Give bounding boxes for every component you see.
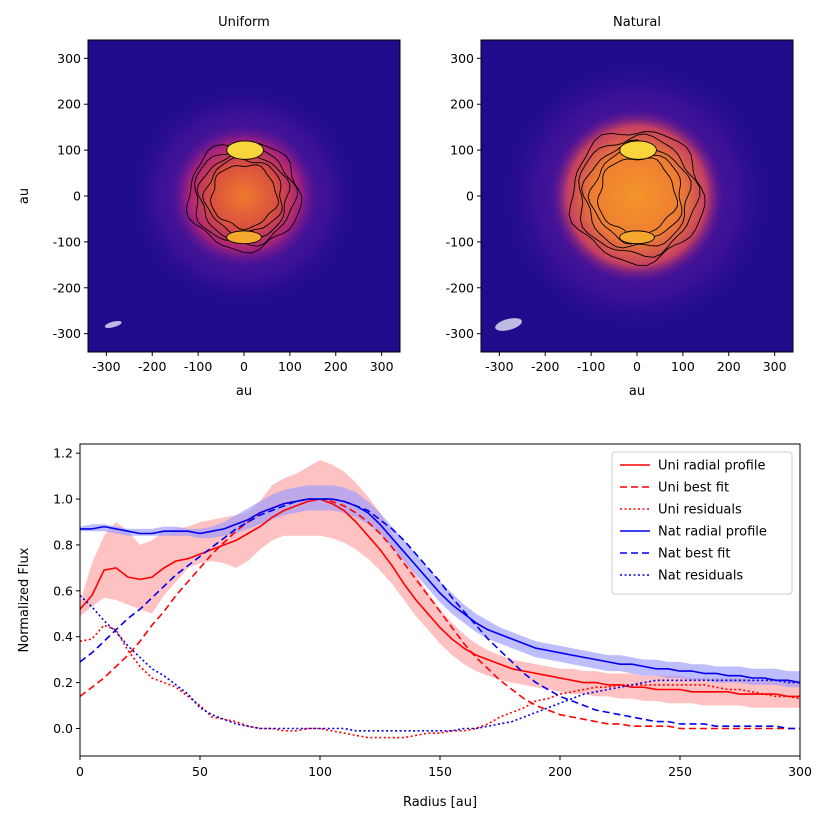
y-tick-label: -300 [446,326,474,341]
contour-line [185,142,303,254]
panel-natural: -300 -200 -100 0 100 200 300 300 200 100 0 -100 -200… [446,15,794,399]
x-tick-label: -300 [485,359,513,374]
x-tick-label: 0 [633,359,641,374]
y-tick-label: 1.2 [53,446,73,461]
panel-radial-profile: 0 50 100 150 200 250 300 0.0 0.2 0.4 0.6 0.8 1.0 1.2 R… [17,443,812,810]
beam-ellipse [104,320,122,328]
y-tick-label: 1.0 [53,492,73,507]
y-tick-label: 100 [450,143,474,158]
panel-uniform: -300 -200 -100 0 100 200 300 300 200 100 0 -100 -200… [17,15,401,399]
series-line [80,498,800,698]
contour-line [587,148,683,245]
y-tick-label: 0.8 [53,537,73,552]
x-tick-label: 150 [428,764,452,779]
x-tick-label: -100 [577,359,605,374]
legend: Uni radial profile Uni best fit Uni residu… [611,451,793,595]
x-tick-label: -100 [184,359,212,374]
contour-line [209,164,279,231]
bright-peak [619,140,657,160]
y-tick-label: -100 [446,234,474,249]
contour-line [194,144,298,247]
x-axis-label: Radius [au] [403,795,477,810]
y-tick-label: 0.2 [53,675,73,690]
x-tick-label: 200 [717,359,741,374]
contour-line [581,139,692,249]
legend-label: Uni residuals [658,503,742,518]
y-tick-label: 200 [57,97,81,112]
legend-label: Uni radial profile [658,459,765,474]
x-tick-label: 300 [370,359,394,374]
x-tick-label: 200 [548,764,572,779]
heatmap-image [88,40,400,352]
x-tick-label: 100 [278,359,302,374]
y-axis-label: au [17,188,32,204]
contour-line [202,157,283,236]
x-tick-label: 100 [308,764,332,779]
y-tick-label: -200 [446,280,474,295]
y-tick-label: 0.6 [53,583,73,598]
y-tick-label: -200 [53,280,81,295]
y-tick-label: 0 [73,189,81,204]
heatmap-image [481,40,793,352]
panel-title: Natural [613,15,661,30]
x-tick-label: 0 [76,764,84,779]
x-tick-label: -200 [138,359,166,374]
beam-ellipse [495,318,522,331]
series-line [80,498,800,684]
plot-area [80,460,800,739]
legend-label: Uni best fit [658,481,729,496]
y-tick-label: 0 [466,189,474,204]
series-line [80,498,800,730]
x-tick-label: 0 [240,359,248,374]
contour-line [196,149,291,239]
series-line [80,498,800,730]
y-tick-label: 300 [450,51,474,66]
bright-peak [226,140,264,160]
legend-label: Nat radial profile [658,525,767,540]
bright-peak-south [619,230,655,245]
x-tick-label: 300 [788,764,812,779]
x-tick-label: -300 [92,359,120,374]
y-tick-label: 0.4 [53,629,73,644]
x-tick-label: 250 [668,764,692,779]
legend-label: Nat residuals [658,569,743,584]
contour-line [596,157,679,238]
y-tick-label: 100 [57,143,81,158]
y-tick-label: 300 [57,51,81,66]
contour-line [578,133,701,258]
x-tick-label: -200 [531,359,559,374]
legend-box [611,451,793,595]
x-tick-label: 200 [324,359,348,374]
y-tick-label: 0.0 [53,721,73,736]
uncertainty-band-nat [80,485,800,688]
y-tick-label: -100 [53,234,81,249]
contour-line [568,131,706,267]
legend-label: Nat best fit [658,547,730,562]
x-axis-label: au [236,384,252,399]
x-tick-label: 300 [763,359,787,374]
x-tick-label: 100 [671,359,695,374]
y-tick-label: 200 [450,97,474,112]
x-tick-label: 50 [192,764,208,779]
bright-peak-south [226,230,262,245]
panel-title: Uniform [218,15,270,30]
y-axis-label: Normalized Flux [17,547,32,652]
x-axis-label: au [629,384,645,399]
y-tick-label: -300 [53,326,81,341]
